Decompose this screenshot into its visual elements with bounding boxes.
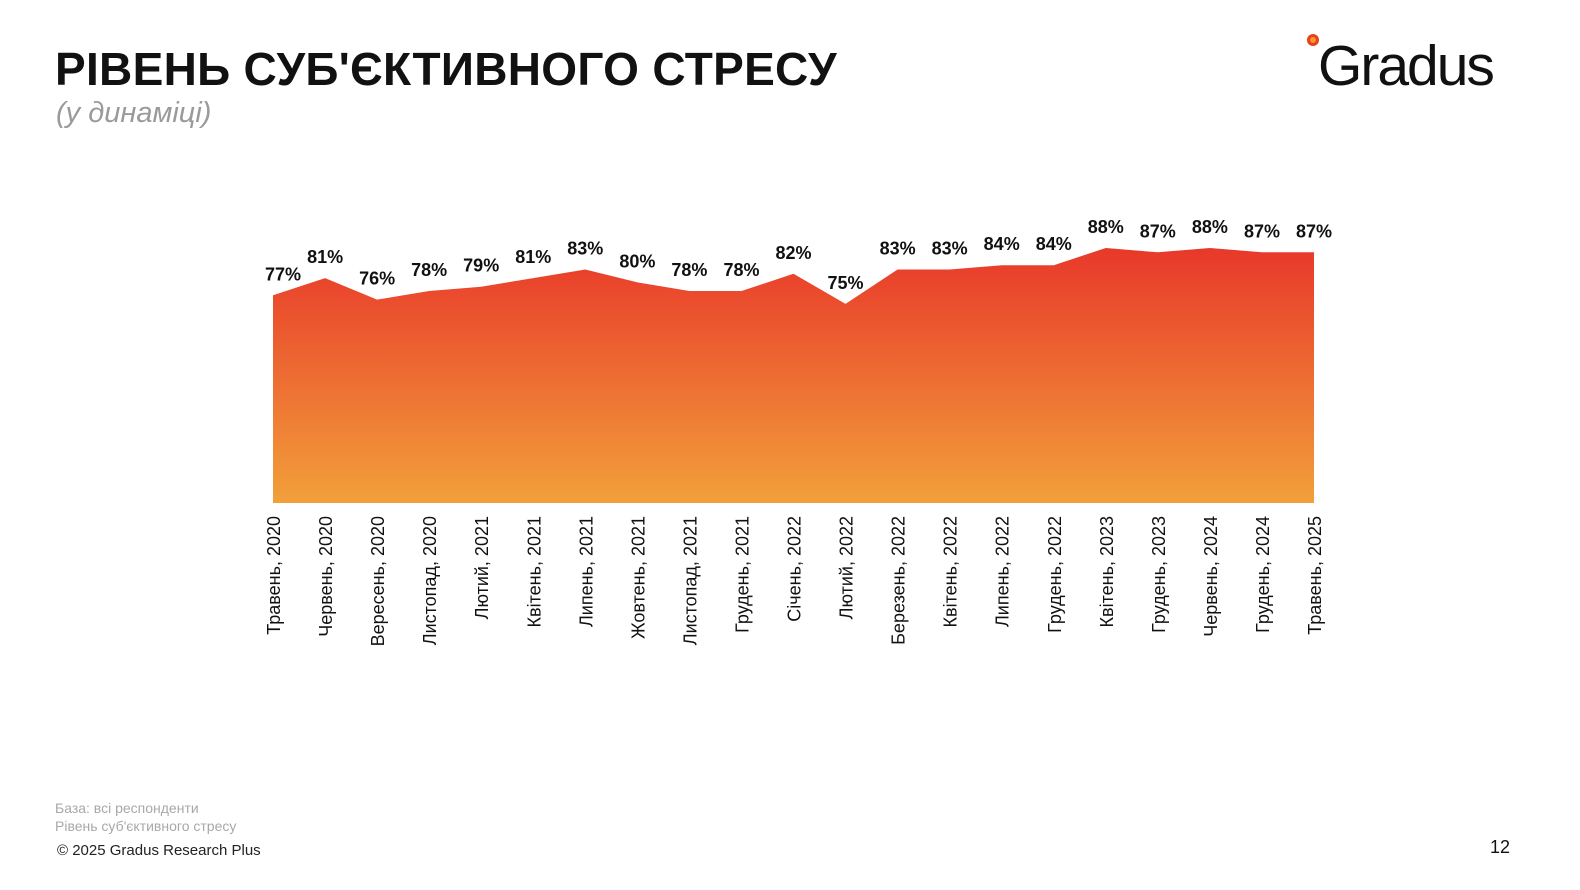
data-label: 87% [1296,221,1332,241]
x-tick-label: Лютий, 2022 [837,516,857,619]
x-tick-label: Червень, 2020 [316,516,336,637]
x-tick-label: Січень, 2022 [785,516,805,622]
page-subtitle: (у динаміці) [56,97,212,129]
x-tick-label: Лютий, 2021 [472,516,492,619]
data-label: 83% [567,239,603,259]
x-tick-label: Квітень, 2023 [1097,516,1117,627]
data-label: 87% [1244,221,1280,241]
data-label: 83% [880,239,916,259]
x-tick-label: Квітень, 2022 [941,516,961,627]
x-tick-label: Грудень, 2024 [1253,516,1273,633]
x-tick-label: Липень, 2021 [576,516,596,627]
data-label: 78% [671,260,707,280]
data-label: 75% [827,273,863,293]
x-tick-label: Травень, 2020 [264,516,284,635]
data-label: 82% [775,243,811,263]
data-label: 77% [265,264,301,284]
data-label: 81% [515,247,551,267]
logo-dot-icon [1307,34,1319,46]
data-label: 79% [463,256,499,276]
x-tick-label: Червень, 2024 [1201,516,1221,637]
x-tick-label: Грудень, 2023 [1149,516,1169,633]
logo-text: Gradus [1318,34,1495,98]
x-tick-label: Вересень, 2020 [368,516,388,646]
x-tick-label: Липень, 2022 [993,516,1013,627]
x-tick-label: Листопад, 2021 [680,516,700,645]
data-label: 78% [411,260,447,280]
data-label: 84% [1036,234,1072,254]
measure-note: Рівень суб'єктивного стресу [55,818,237,834]
data-label: 88% [1088,217,1124,237]
data-label: 87% [1140,221,1176,241]
stress-area-series [273,248,1314,503]
x-tick-label: Березень, 2022 [889,516,909,645]
x-tick-label: Травень, 2025 [1305,516,1325,635]
data-label: 80% [619,251,655,271]
data-label: 84% [984,234,1020,254]
x-tick-label: Квітень, 2021 [524,516,544,627]
x-tick-label: Грудень, 2021 [733,516,753,633]
data-label: 78% [723,260,759,280]
gradus-logo: Gradus [1302,32,1527,102]
stress-area-chart: 77% 81% 76% 78% 79% 81% 83% 80% 78% 78% 82% 75% 83% 8… [264,217,1332,646]
x-tick-label: Листопад, 2020 [420,516,440,645]
page-title: РІВЕНЬ СУБ'ЄКТИВНОГО СТРЕСУ [55,43,837,95]
copyright: © 2025 Gradus Research Plus [57,842,261,859]
x-tick-label: Грудень, 2022 [1045,516,1065,633]
data-label: 81% [307,247,343,267]
base-note: База: всі респонденти [55,800,199,816]
x-tick-label: Жовтень, 2021 [628,516,648,639]
data-label: 88% [1192,217,1228,237]
page-number: 12 [1490,837,1511,857]
data-label: 83% [932,239,968,259]
data-label: 76% [359,269,395,289]
